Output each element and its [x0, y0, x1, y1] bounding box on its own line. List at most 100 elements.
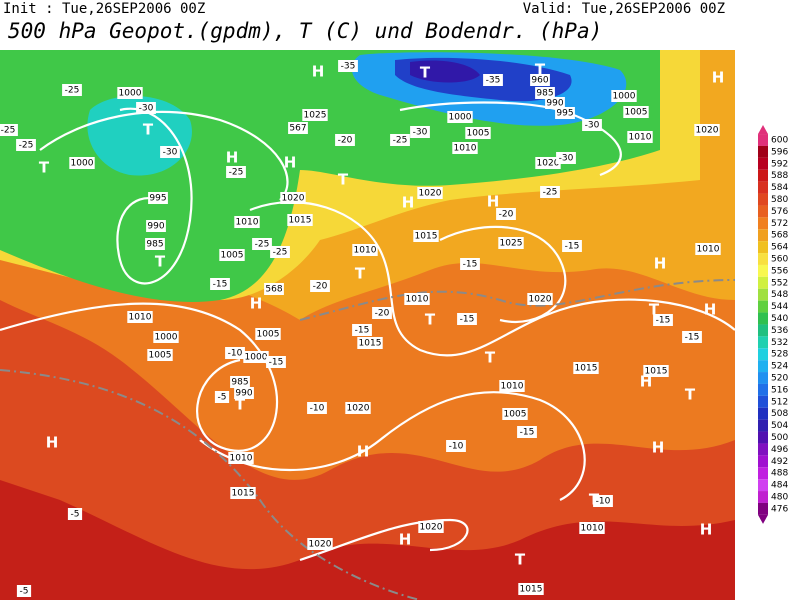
label-box	[219, 249, 245, 261]
contour-label: -15	[460, 315, 475, 325]
label-box	[307, 538, 333, 550]
label-box	[502, 408, 528, 420]
label-box	[545, 97, 565, 109]
label-box	[230, 376, 250, 388]
label-box	[465, 127, 491, 139]
label-box	[527, 293, 553, 305]
pressure-center: H	[700, 521, 713, 539]
colorbar-label: 484	[771, 481, 788, 491]
colorbar-cell	[758, 253, 768, 265]
colorbar-cell	[758, 181, 768, 194]
pressure-center: T	[39, 159, 50, 177]
contour-label: 1005	[504, 410, 527, 420]
label-box	[270, 246, 290, 258]
label-box	[593, 495, 613, 507]
label-box	[535, 157, 561, 169]
contour-label: 1010	[454, 144, 477, 154]
colorbar-cell	[758, 395, 768, 408]
pressure-center: H	[640, 373, 653, 391]
contour-label: -20	[375, 309, 390, 319]
pressure-center: H	[402, 194, 415, 212]
label-box	[410, 126, 430, 138]
colorbar-label: 588	[771, 171, 788, 181]
contour-label: 960	[531, 76, 548, 86]
contour-label: -5	[71, 510, 80, 520]
contour-label: 990	[235, 389, 252, 399]
contour-label: -15	[685, 333, 700, 343]
contour-label: 1000	[71, 159, 94, 169]
colorbar-label: 528	[771, 350, 788, 360]
label-box	[582, 119, 602, 131]
label-box	[446, 440, 466, 452]
colorbar-label: 556	[771, 266, 788, 276]
colorbar-cell	[758, 348, 768, 361]
contour-label: -30	[163, 148, 178, 158]
contour-label: 1015	[575, 364, 598, 374]
label-box	[127, 311, 153, 323]
colorbar-cell	[758, 419, 768, 432]
contour-label: -25	[65, 86, 80, 96]
colorbar-label: 500	[771, 433, 788, 443]
label-box	[264, 283, 284, 295]
pressure-center: T	[420, 64, 431, 82]
colorbar-cell	[758, 264, 768, 277]
colorbar-cell	[758, 288, 768, 301]
contour-label: 1010	[501, 382, 524, 392]
label-box	[145, 238, 165, 250]
colorbar-label: 516	[771, 385, 788, 395]
colorbar-label: 548	[771, 290, 788, 300]
contour-label: 1015	[645, 367, 668, 377]
label-box	[540, 186, 560, 198]
label-box	[496, 208, 516, 220]
label-box	[62, 84, 82, 96]
contour-label: 985	[146, 240, 163, 250]
label-box	[252, 238, 272, 250]
pressure-center: T	[535, 61, 546, 79]
colorbar-label: 536	[771, 326, 788, 336]
map-labels: H T T960985990995-35-351000100510101020H-3…	[0, 60, 724, 597]
contour-label: -25	[393, 136, 408, 146]
contour-label: 1000	[155, 333, 178, 343]
contour-label: 1020	[282, 194, 305, 204]
pressure-center: H	[312, 63, 325, 81]
contour-label: 1020	[696, 126, 719, 136]
label-box	[345, 402, 371, 414]
label-box	[460, 258, 480, 270]
contour-label: -10	[310, 404, 325, 414]
label-box	[535, 87, 555, 99]
pressure-center: T	[649, 301, 660, 319]
colorbar-label: 544	[771, 302, 788, 312]
colorbar-cell	[758, 407, 768, 420]
contour-label: 568	[265, 285, 282, 295]
colorbar-label: 576	[771, 207, 788, 217]
colorbar-label: 480	[771, 493, 788, 503]
contour-label: -15	[565, 242, 580, 252]
contour-label: 1015	[289, 216, 312, 226]
contour-label: -15	[355, 326, 370, 336]
colorbar-cell	[758, 276, 768, 289]
contour-label: -30	[559, 154, 574, 164]
contour-label: 1025	[304, 111, 327, 121]
colorbar-cell	[758, 157, 768, 170]
label-box	[147, 349, 173, 361]
contour-label: 1010	[697, 245, 720, 255]
colorbar-cell	[758, 217, 768, 230]
colorbar-cell	[758, 241, 768, 254]
colorbar-cell	[758, 145, 768, 158]
contour-label: -25	[1, 126, 16, 136]
contour-label: -25	[255, 240, 270, 250]
label-box	[307, 402, 327, 414]
colorbar-label: 572	[771, 219, 788, 229]
label-box	[452, 142, 478, 154]
label-box	[243, 351, 269, 363]
contour-label: 1015	[520, 585, 543, 595]
label-box	[555, 107, 575, 119]
contour-label: 1010	[354, 246, 377, 256]
pressure-center: T	[338, 171, 349, 189]
colorbar-cell	[758, 360, 768, 373]
label-box	[117, 87, 143, 99]
contour-label: 1000	[245, 353, 268, 363]
label-box	[579, 522, 605, 534]
label-box	[160, 146, 180, 158]
